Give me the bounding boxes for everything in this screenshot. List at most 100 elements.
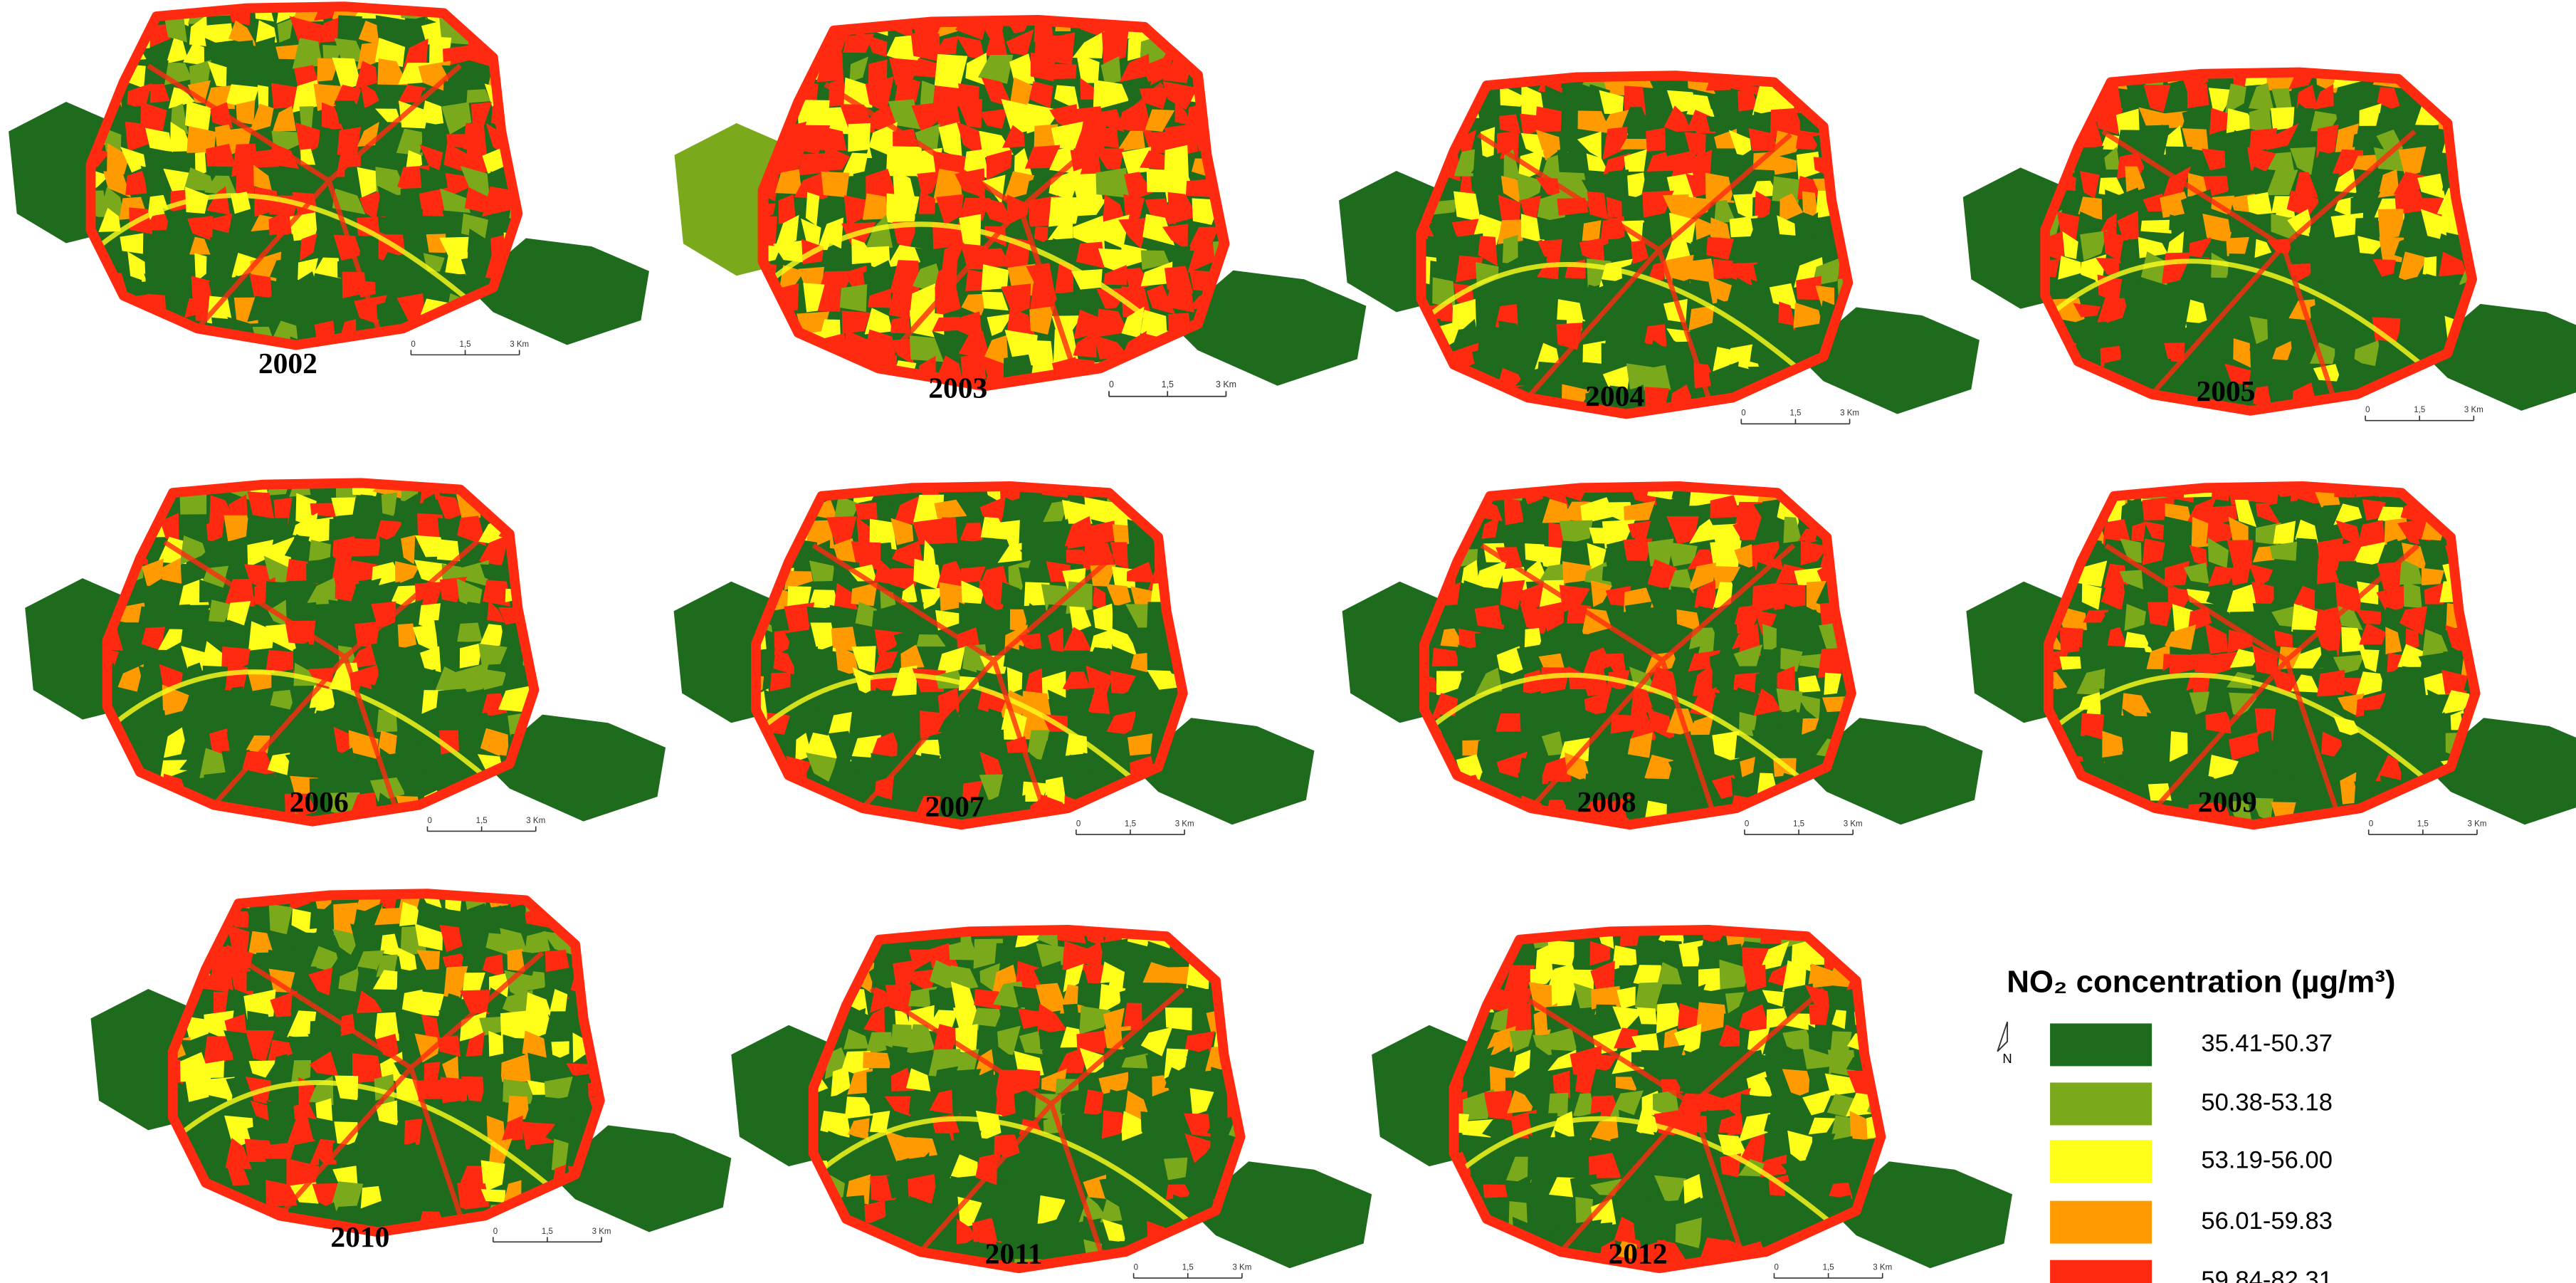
district: [1152, 1075, 1169, 1096]
district: [1318, 1260, 1339, 1283]
district: [1165, 1007, 1195, 1031]
district: [843, 33, 875, 53]
district: [330, 988, 363, 1020]
district: [975, 1153, 997, 1185]
district: [1906, 560, 1931, 583]
legend-label: 56.01-59.83: [2201, 1208, 2333, 1235]
district: [310, 1020, 339, 1037]
district: [458, 903, 488, 930]
district: [824, 145, 851, 171]
district: [1776, 322, 1794, 352]
district: [2118, 325, 2148, 343]
district: [206, 1230, 236, 1232]
scale-label: 3 Km: [1216, 379, 1236, 389]
district: [767, 819, 791, 825]
district: [1214, 656, 1239, 669]
district: [2341, 627, 2365, 653]
district: [928, 986, 960, 1005]
district: [529, 39, 552, 67]
district: [829, 604, 859, 633]
district: [421, 1014, 441, 1040]
district: [1859, 89, 1885, 117]
district: [2224, 363, 2251, 389]
district: [1711, 624, 1739, 649]
district: [419, 646, 441, 673]
district: [1278, 126, 1313, 156]
district: [568, 585, 592, 610]
district: [461, 1102, 481, 1124]
district: [813, 941, 829, 968]
district: [833, 559, 861, 585]
district: [2057, 780, 2084, 802]
district: [420, 100, 444, 127]
district: [550, 555, 571, 582]
district: [376, 297, 404, 325]
district: [1760, 1154, 1787, 1178]
district: [1000, 520, 1020, 549]
district: [2397, 315, 2419, 345]
district: [396, 128, 423, 156]
district: [892, 708, 920, 742]
district: [290, 1224, 317, 1232]
district: [266, 781, 288, 800]
district: [443, 143, 470, 174]
scale-bar: 0 1,5 3 Km: [1740, 409, 1859, 425]
district: [1927, 590, 1954, 609]
district: [355, 578, 382, 608]
district: [1612, 945, 1637, 970]
district: [1065, 733, 1093, 756]
district: [246, 773, 276, 797]
district: [2352, 154, 2383, 172]
district: [179, 491, 207, 515]
district: [456, 622, 483, 643]
district: [402, 271, 430, 297]
district: [1773, 130, 1802, 158]
district: [2549, 127, 2575, 154]
main-road: [163, 540, 478, 807]
map: 0 1,5 3 Km: [1372, 925, 2013, 1279]
district: [1042, 545, 1068, 562]
district: [1559, 520, 1593, 545]
district: [1184, 1113, 1211, 1137]
district: [1714, 692, 1737, 714]
district: [1041, 1050, 1064, 1069]
north-label: N: [2002, 1051, 2012, 1066]
district: [1487, 1160, 1513, 1183]
district: [322, 234, 345, 263]
district: [2394, 191, 2427, 215]
district: [2441, 486, 2469, 507]
district: [1142, 944, 1169, 972]
district: [547, 108, 573, 127]
district: [2482, 130, 2507, 155]
district: [2103, 406, 2123, 411]
district: [1120, 243, 1147, 268]
bois-de-vincennes: [1133, 718, 1315, 825]
district: [594, 209, 620, 236]
district: [2045, 106, 2064, 127]
district: [2162, 91, 2189, 113]
district: [1861, 192, 1878, 215]
district: [1907, 645, 1935, 677]
district: [2358, 405, 2384, 411]
district: [1822, 696, 1846, 713]
district: [2483, 584, 2513, 611]
district: [1541, 731, 1565, 756]
district: [2528, 84, 2545, 115]
district: [897, 734, 922, 762]
district: [2550, 60, 2567, 90]
district: [630, 890, 656, 909]
district: [1001, 283, 1031, 315]
district: [2418, 538, 2452, 567]
district: [2376, 585, 2409, 613]
district: [2266, 169, 2298, 196]
district: [1687, 714, 1714, 740]
district: [1594, 1004, 1617, 1037]
district: [251, 65, 279, 91]
district: [1881, 567, 1910, 585]
scale-bar: 0 1,5 3 Km: [1108, 379, 1236, 397]
district: [187, 216, 214, 241]
main-road: [811, 543, 1127, 810]
district: [1060, 1026, 1081, 1048]
district: [2543, 108, 2572, 130]
district: [1603, 236, 1626, 264]
